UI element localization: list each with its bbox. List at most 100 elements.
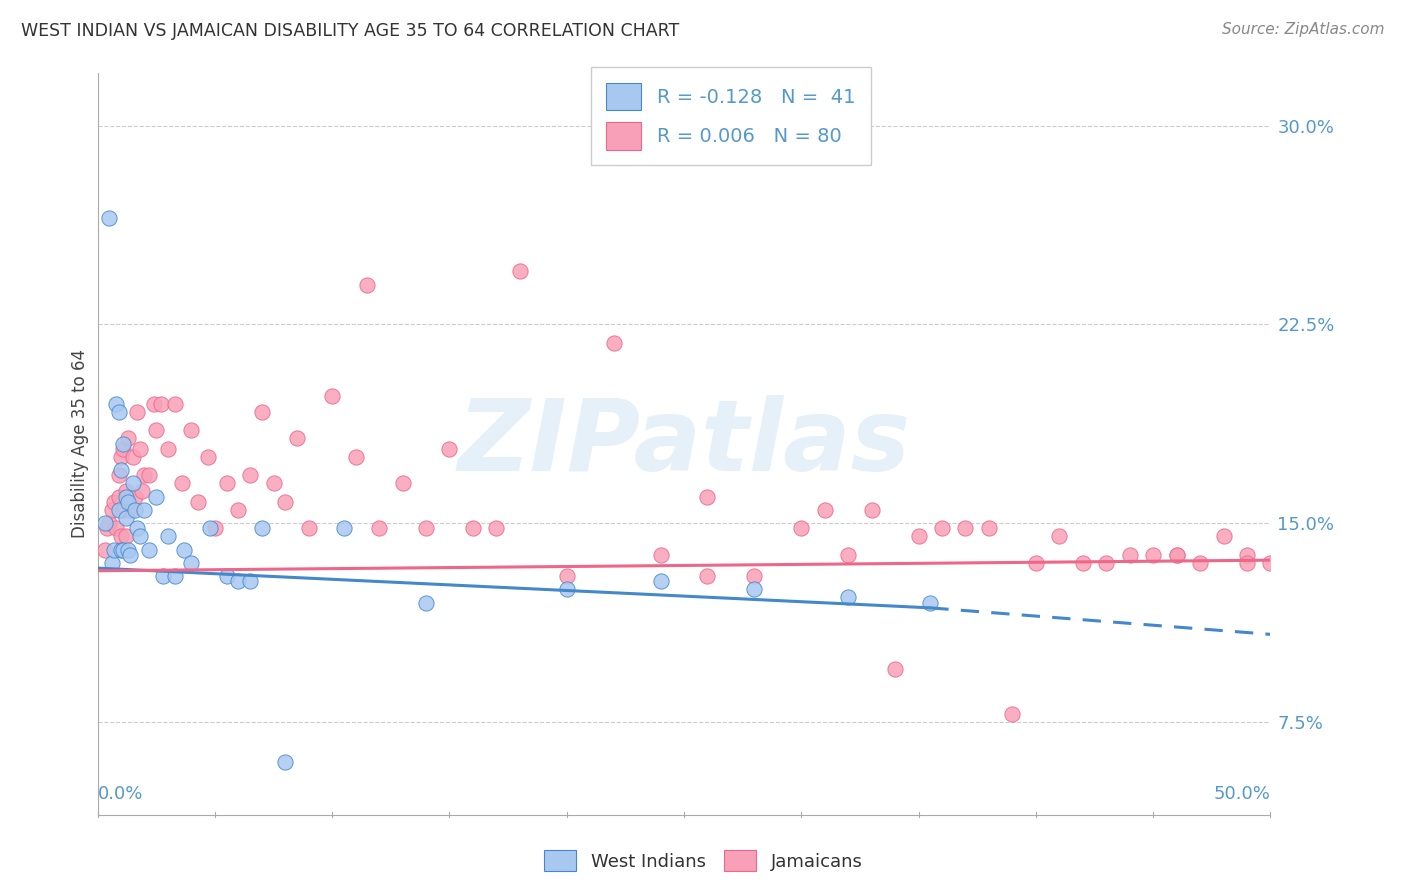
Point — [860, 503, 883, 517]
Point — [650, 548, 672, 562]
Point — [391, 476, 413, 491]
Point — [100, 556, 122, 570]
Point — [149, 397, 172, 411]
Point — [907, 529, 929, 543]
Point — [250, 521, 273, 535]
Point — [509, 264, 531, 278]
Point — [356, 277, 378, 292]
Point — [112, 436, 135, 450]
Point — [138, 468, 160, 483]
Point — [1118, 548, 1140, 562]
Point — [215, 476, 238, 491]
Point — [98, 211, 121, 226]
Point — [955, 521, 977, 535]
Point — [1212, 529, 1234, 543]
Point — [120, 503, 142, 517]
Point — [920, 596, 942, 610]
Point — [931, 521, 953, 535]
Point — [696, 569, 718, 583]
Point — [163, 397, 186, 411]
Point — [114, 510, 136, 524]
Text: ZIPatlas: ZIPatlas — [457, 395, 911, 492]
Point — [321, 389, 343, 403]
Point — [602, 335, 624, 350]
Point — [1095, 556, 1118, 570]
Point — [163, 569, 186, 583]
Point — [884, 662, 907, 676]
Point — [198, 521, 221, 535]
Point — [114, 490, 136, 504]
Point — [127, 405, 149, 419]
Point — [555, 582, 578, 597]
Point — [103, 542, 125, 557]
Point — [124, 503, 146, 517]
Point — [152, 569, 174, 583]
Point — [250, 405, 273, 419]
Point — [439, 442, 461, 456]
Point — [103, 495, 125, 509]
Point — [112, 542, 135, 557]
Point — [555, 569, 578, 583]
Point — [145, 423, 167, 437]
Point — [344, 450, 367, 464]
Point — [107, 468, 129, 483]
Point — [239, 468, 262, 483]
Point — [134, 468, 156, 483]
Point — [650, 574, 672, 589]
Point — [121, 450, 143, 464]
Point — [112, 442, 135, 456]
Point — [1001, 706, 1024, 721]
Point — [228, 503, 250, 517]
Point — [142, 397, 165, 411]
Point — [274, 495, 297, 509]
Point — [1236, 548, 1258, 562]
Point — [215, 569, 238, 583]
Point — [814, 503, 837, 517]
Point — [187, 495, 209, 509]
Legend: West Indians, Jamaicans: West Indians, Jamaicans — [536, 843, 870, 879]
Point — [298, 521, 321, 535]
Point — [117, 495, 139, 509]
Text: 50.0%: 50.0% — [1213, 785, 1271, 803]
Point — [204, 521, 226, 535]
Point — [977, 521, 1000, 535]
Point — [105, 397, 128, 411]
Point — [121, 476, 143, 491]
Point — [274, 755, 297, 769]
Point — [112, 503, 135, 517]
Text: Source: ZipAtlas.com: Source: ZipAtlas.com — [1222, 22, 1385, 37]
Point — [110, 542, 132, 557]
Point — [117, 542, 139, 557]
Text: 0.0%: 0.0% — [97, 785, 143, 803]
Point — [837, 548, 859, 562]
Legend: R = -0.128   N =  41, R = 0.006   N = 80: R = -0.128 N = 41, R = 0.006 N = 80 — [591, 68, 870, 165]
Point — [837, 591, 859, 605]
Point — [239, 574, 262, 589]
Text: WEST INDIAN VS JAMAICAN DISABILITY AGE 35 TO 64 CORRELATION CHART: WEST INDIAN VS JAMAICAN DISABILITY AGE 3… — [21, 22, 679, 40]
Point — [105, 521, 128, 535]
Point — [415, 521, 437, 535]
Point — [170, 476, 193, 491]
Point — [744, 569, 766, 583]
Point — [173, 542, 195, 557]
Point — [117, 431, 139, 445]
Point — [180, 423, 202, 437]
Point — [98, 516, 121, 530]
Point — [131, 484, 153, 499]
Point — [110, 450, 132, 464]
Point — [1236, 556, 1258, 570]
Point — [124, 490, 146, 504]
Point — [461, 521, 484, 535]
Point — [156, 529, 179, 543]
Point — [368, 521, 391, 535]
Point — [107, 405, 129, 419]
Point — [485, 521, 508, 535]
Point — [127, 521, 149, 535]
Point — [110, 529, 132, 543]
Y-axis label: Disability Age 35 to 64: Disability Age 35 to 64 — [72, 349, 89, 538]
Point — [145, 490, 167, 504]
Point — [333, 521, 356, 535]
Point — [128, 529, 150, 543]
Point — [134, 503, 156, 517]
Point — [114, 484, 136, 499]
